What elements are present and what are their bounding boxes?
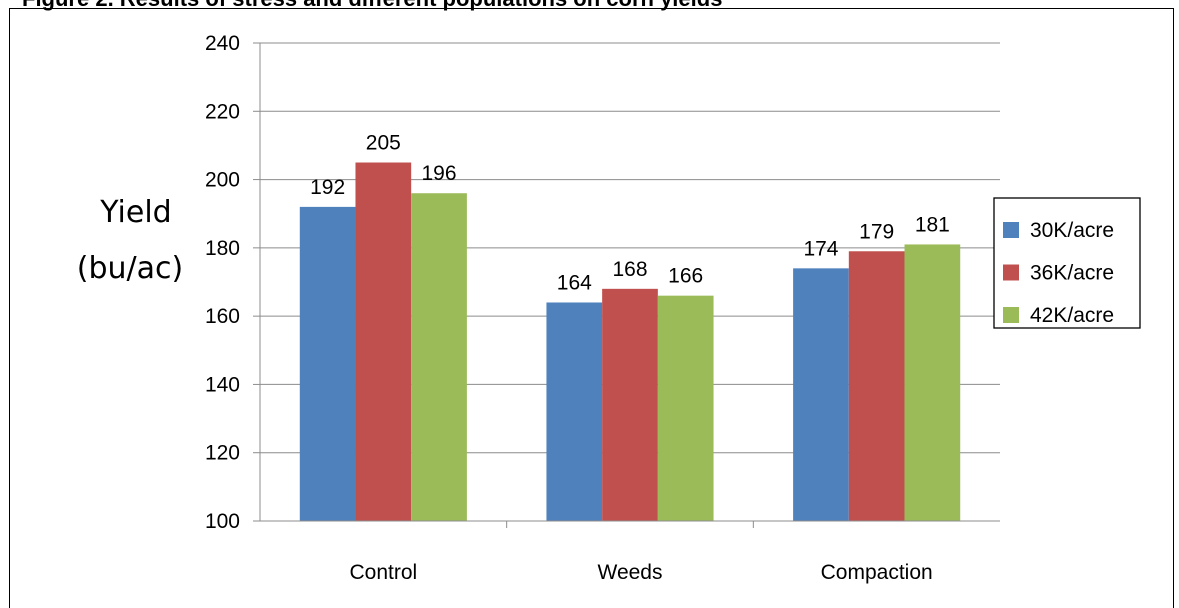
legend-label: 42K/acre	[1030, 304, 1114, 327]
bar-control-series-1	[299, 206, 356, 521]
legend-box	[993, 197, 1141, 329]
legend-swatch	[1003, 222, 1019, 238]
legend-swatch	[1003, 264, 1019, 281]
y-tick-label: 100	[205, 510, 240, 533]
y-axis-label-line2: (bu/ac)	[77, 251, 183, 286]
data-label: 205	[366, 132, 401, 155]
bar-weeds-series-1	[546, 302, 603, 521]
x-category-label: Weeds	[598, 561, 663, 584]
data-labels: 192 205 196 164 168 166 174 179 181	[310, 132, 950, 295]
data-label: 166	[668, 265, 703, 288]
legend: 30K/acre 36K/acre 42K/acre	[993, 197, 1141, 329]
x-category-label: Control	[349, 561, 417, 584]
legend-label: 30K/acre	[1030, 219, 1114, 242]
bar-weeds-series-2	[602, 288, 658, 521]
y-tick-label: 200	[205, 169, 240, 192]
bar-control-series-3	[411, 193, 467, 521]
y-tick-label: 240	[205, 32, 240, 55]
data-label: 196	[422, 162, 457, 185]
y-tick-label: 180	[205, 237, 240, 260]
data-label: 168	[612, 258, 647, 281]
bar-weeds-series-3	[657, 295, 714, 521]
data-label: 174	[803, 237, 838, 260]
legend-label: 36K/acre	[1030, 262, 1114, 285]
bar-compaction-series-1	[793, 268, 849, 521]
y-tick-label: 220	[205, 100, 240, 123]
data-label: 192	[310, 176, 345, 199]
data-label: 164	[557, 271, 592, 294]
bar-control-series-2	[355, 162, 412, 521]
y-tick-label: 140	[205, 373, 240, 396]
y-tick-label: 160	[205, 305, 240, 328]
bar-compaction-series-3	[904, 244, 961, 521]
data-label: 181	[915, 213, 950, 236]
data-label: 179	[859, 220, 894, 243]
legend-swatch	[1003, 307, 1019, 323]
x-category-label: Compaction	[821, 561, 933, 584]
bar-compaction-series-2	[848, 251, 905, 521]
y-tick-label: 120	[205, 442, 240, 465]
axes: 100 120 140 160 180 200 220 240 Control Weeds Comp…	[205, 32, 1000, 584]
bar-chart: 100 120 140 160 180 200 220 240 Control Weeds Comp…	[77, 32, 1141, 584]
bars	[299, 162, 961, 521]
chart-frame	[9, 8, 1174, 608]
y-axis-label-line1: Yield	[99, 195, 171, 230]
chart-title: Figure 2. Results of stress and differen…	[22, 0, 722, 12]
